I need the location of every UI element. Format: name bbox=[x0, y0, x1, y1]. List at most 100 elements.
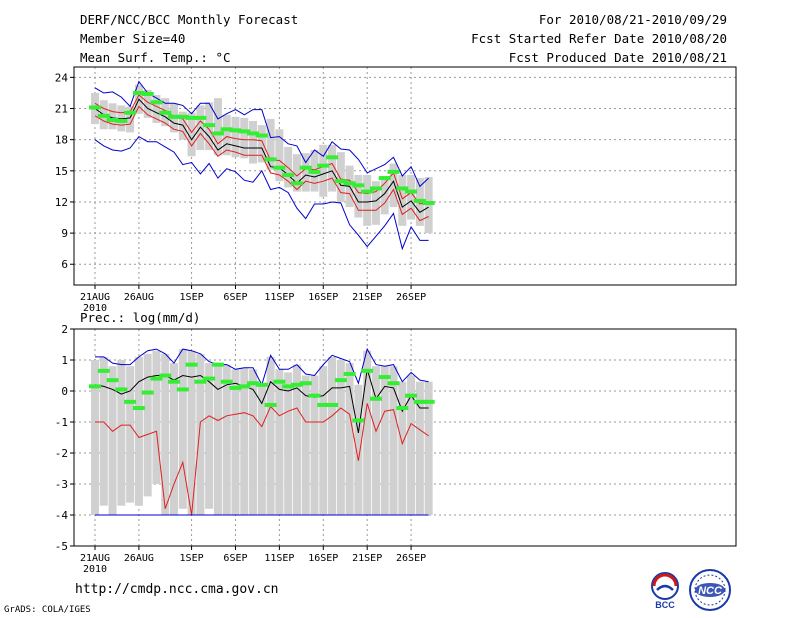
prec-range-bar bbox=[345, 363, 354, 515]
temp-xtick-label: 11SEP bbox=[264, 292, 294, 303]
prec-green-marker bbox=[238, 384, 251, 389]
prec-green-marker bbox=[185, 362, 198, 367]
temp-range-bar bbox=[389, 163, 398, 208]
prec-green-marker bbox=[361, 368, 374, 373]
temp-xtick-label: 26SEP bbox=[396, 292, 426, 303]
footer-url[interactable]: http://cmdp.ncc.cma.gov.cn bbox=[75, 582, 279, 597]
temp-green-marker bbox=[238, 129, 251, 134]
temp-green-marker bbox=[396, 186, 409, 191]
prec-xtick-label: 26AUG bbox=[124, 553, 154, 564]
prec-range-bar bbox=[143, 353, 152, 497]
prec-range-bar bbox=[424, 381, 433, 515]
temp-ytick-label: 24 bbox=[55, 71, 69, 84]
bcc-logo: BCC bbox=[651, 572, 679, 610]
prec-ytick-label: -5 bbox=[55, 540, 68, 553]
prec-ytick-label: 2 bbox=[61, 323, 68, 336]
prec-ytick-label: 1 bbox=[61, 354, 68, 367]
prec-green-marker bbox=[352, 418, 365, 423]
temp-range-bar bbox=[424, 177, 433, 234]
temp-range-bar bbox=[354, 174, 363, 218]
temp-green-marker bbox=[124, 110, 137, 115]
temp-green-marker bbox=[203, 123, 216, 128]
prec-range-bar bbox=[152, 350, 161, 484]
prec-green-marker bbox=[317, 402, 330, 407]
temp-xtick-label: 21AUG bbox=[80, 292, 110, 303]
temp-green-marker bbox=[290, 181, 303, 186]
prec-xtick-label: 6SEP bbox=[223, 553, 247, 564]
temp-range-bar bbox=[292, 154, 301, 192]
grads-credit: GrADS: COLA/IGES bbox=[4, 605, 91, 615]
temp-green-marker bbox=[334, 179, 347, 184]
temp-xtick-label: 6SEP bbox=[223, 292, 247, 303]
temp-green-marker bbox=[106, 117, 119, 122]
prec-range-bar bbox=[178, 349, 187, 509]
prec-green-marker bbox=[369, 396, 382, 401]
prec-range-bar bbox=[170, 363, 179, 515]
prec-green-marker bbox=[405, 393, 418, 398]
prec-range-bar bbox=[222, 364, 231, 515]
temp-plot-border bbox=[73, 66, 737, 286]
svg-text:NCC: NCC bbox=[698, 585, 723, 597]
prec-range-bar bbox=[354, 384, 363, 515]
temp-green-marker bbox=[159, 110, 172, 115]
prec-green-marker bbox=[150, 376, 163, 381]
prec-range-bar bbox=[292, 364, 301, 515]
temp-range-bar bbox=[275, 129, 284, 182]
temp-panel: 6 9 12 15 18 21 24 21AUG 26AUG 1SEP 6SEP 11SEP 16SEP… bbox=[55, 66, 737, 314]
temp-ytick-label: 18 bbox=[55, 134, 68, 147]
prec-green-marker bbox=[422, 399, 435, 404]
temp-green-marker bbox=[89, 105, 101, 110]
temp-series-median bbox=[94, 98, 429, 213]
prec-xtick-label: 11SEP bbox=[264, 553, 294, 564]
prec-range-bar bbox=[266, 356, 275, 515]
prec-green-marker bbox=[282, 384, 295, 389]
temp-green-marker bbox=[273, 165, 286, 170]
prec-range-bar bbox=[117, 360, 126, 506]
temp-year-label: 2010 bbox=[83, 303, 107, 314]
temp-green-marker bbox=[176, 114, 189, 119]
prec-green-marker bbox=[247, 381, 260, 386]
temp-green-marker bbox=[115, 118, 128, 123]
temp-ytick-label: 12 bbox=[55, 196, 68, 209]
prec-range-bar bbox=[380, 366, 389, 515]
temp-range-bar bbox=[152, 95, 161, 124]
prec-green-marker bbox=[273, 379, 286, 384]
temp-range-bar bbox=[301, 153, 310, 192]
temp-range-bar bbox=[108, 103, 117, 130]
temp-range-bar bbox=[231, 116, 240, 158]
svg-text:BCC: BCC bbox=[655, 600, 675, 610]
prec-green-marker bbox=[220, 379, 233, 384]
temp-green-marker bbox=[413, 198, 426, 203]
prec-panel: -5 -4 -3 -2 -1 0 1 2 21AUG 26AUG 1SEP 6SEP 11SEP 16SE… bbox=[55, 323, 737, 575]
prec-range-bar bbox=[301, 375, 310, 515]
prec-green-marker bbox=[141, 390, 154, 395]
prec-range-bar bbox=[205, 363, 214, 509]
temp-green-marker bbox=[378, 176, 391, 181]
prec-range-bar bbox=[126, 366, 135, 503]
prec-green-marker bbox=[255, 382, 268, 387]
prec-range-bar bbox=[371, 366, 380, 515]
prec-green-marker bbox=[396, 406, 409, 411]
prec-range-bar bbox=[231, 369, 240, 515]
temp-green-marker bbox=[387, 169, 400, 174]
temp-ytick-label: 9 bbox=[61, 227, 68, 240]
temp-green-marker bbox=[150, 100, 163, 105]
variable-label: Mean Surf. Temp.: °C bbox=[80, 50, 231, 65]
temp-ytick-label: 15 bbox=[55, 165, 68, 178]
prec-xtick-label: 1SEP bbox=[180, 553, 204, 564]
prec-range-bar bbox=[319, 366, 328, 515]
temp-green-marker bbox=[299, 165, 312, 170]
prec-green-marker bbox=[203, 376, 216, 381]
prec-range-bar bbox=[134, 356, 143, 506]
temp-ytick-label: 21 bbox=[55, 103, 68, 116]
temp-range-bar bbox=[398, 174, 407, 226]
temp-green-marker bbox=[361, 189, 374, 194]
prec-range-bar bbox=[187, 350, 196, 515]
prec-ytick-label: -4 bbox=[55, 509, 69, 522]
temp-green-marker bbox=[352, 183, 365, 188]
temp-green-marker bbox=[132, 90, 145, 95]
temp-range-bar bbox=[266, 118, 275, 170]
temp-range-bar bbox=[117, 105, 126, 132]
temp-green-marker bbox=[229, 128, 242, 133]
